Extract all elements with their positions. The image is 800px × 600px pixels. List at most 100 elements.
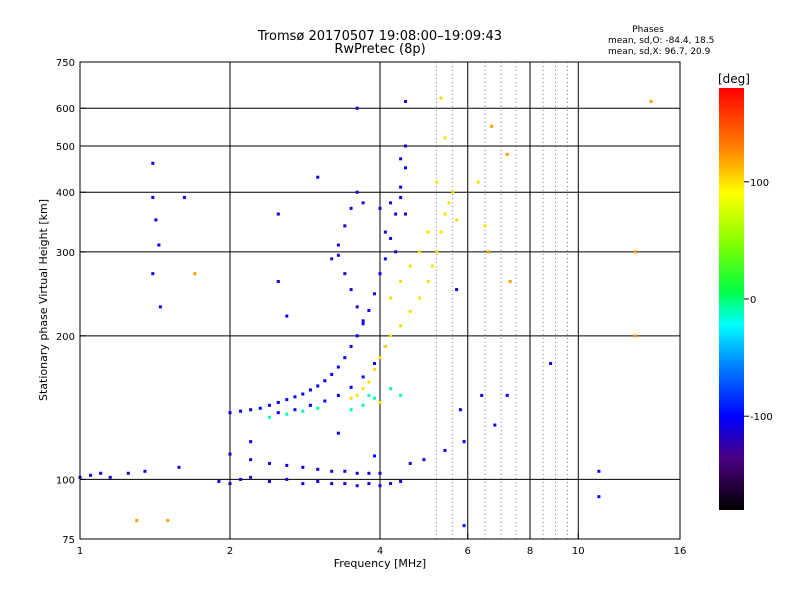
data-point [505, 152, 509, 156]
data-point [258, 406, 262, 410]
data-point [633, 334, 637, 338]
data-point [373, 454, 377, 458]
data-point [367, 308, 371, 312]
data-point [394, 250, 398, 254]
data-point [367, 393, 371, 397]
data-point [399, 185, 403, 189]
data-point [389, 334, 393, 338]
data-point [443, 136, 447, 140]
data-point [228, 452, 232, 456]
data-point [308, 403, 312, 407]
data-point [649, 99, 653, 103]
data-point [361, 375, 365, 379]
data-point [301, 392, 305, 396]
colorbar-tick-label: 0 [750, 295, 756, 306]
data-point [389, 296, 393, 300]
data-point [99, 471, 103, 475]
y-tick-label: 750 [56, 58, 75, 69]
data-point [355, 393, 359, 397]
data-point [361, 319, 365, 323]
data-point [378, 400, 382, 404]
data-point [389, 387, 393, 391]
data-point [476, 180, 480, 184]
data-point [361, 387, 365, 391]
data-point [480, 393, 484, 397]
data-point [399, 324, 403, 328]
data-point [336, 431, 340, 435]
data-point [373, 396, 377, 400]
y-axis-label: Stationary phase Virtual Height [km] [37, 199, 50, 401]
data-point [490, 124, 494, 128]
x-tick-label: 2 [227, 546, 233, 557]
data-point [483, 224, 487, 228]
data-point [108, 475, 112, 479]
colorbar-label: [deg] [718, 72, 750, 86]
data-point [451, 190, 455, 194]
chart-title: Tromsø 20170507 19:08:00–19:09:43 [257, 29, 502, 44]
data-point [249, 475, 253, 479]
data-point [443, 448, 447, 452]
data-point [228, 482, 232, 486]
y-tick-label: 75 [62, 535, 75, 546]
data-point [193, 272, 197, 276]
data-point [508, 279, 512, 283]
data-point [249, 458, 253, 462]
data-point [373, 361, 377, 365]
y-axis: 75 100 200 300 400 500 600 750 [56, 58, 86, 546]
x-tick-label: 4 [377, 546, 383, 557]
x-tick-label: 10 [572, 546, 585, 557]
colorbar-tick-label: -100 [750, 412, 773, 423]
data-point [343, 356, 347, 360]
data-point [285, 314, 289, 318]
data-point [293, 408, 297, 412]
data-point [285, 463, 289, 467]
data-point [151, 272, 155, 276]
data-point [447, 201, 451, 205]
data-point [343, 482, 347, 486]
data-point [378, 484, 382, 488]
data-point [316, 384, 320, 388]
data-point [285, 477, 289, 481]
data-point [367, 482, 371, 486]
data-point [355, 190, 359, 194]
colorbar-ticks: -100 0 100 [744, 178, 773, 423]
data-point [158, 305, 162, 309]
data-point [343, 272, 347, 276]
x-tick-label: 16 [674, 546, 687, 557]
data-point [408, 264, 412, 268]
data-point [323, 399, 327, 403]
data-point [458, 408, 462, 412]
data-point [249, 408, 253, 412]
data-point [455, 218, 459, 222]
data-point [355, 106, 359, 110]
data-point [597, 469, 601, 473]
data-point [182, 195, 186, 199]
data-point [343, 224, 347, 228]
colorbar-tick-label: 100 [750, 178, 769, 189]
data-point [301, 482, 305, 486]
data-point [330, 469, 334, 473]
data-point [177, 465, 181, 469]
x-axis-label: Frequency [MHz] [334, 557, 426, 570]
data-point [417, 250, 421, 254]
x-tick-label: 1 [77, 546, 83, 557]
data-point [389, 482, 393, 486]
data-point [330, 372, 334, 376]
data-point [126, 471, 130, 475]
data-point [217, 479, 221, 483]
data-point [166, 519, 170, 523]
stats-x: mean, sd,X: 96.7, 20.9 [608, 47, 711, 57]
plot-grid [80, 62, 680, 539]
data-point [431, 264, 435, 268]
data-point [89, 473, 93, 477]
data-point [151, 161, 155, 165]
data-point [378, 356, 382, 360]
data-point [378, 272, 382, 276]
data-point [349, 344, 353, 348]
data-point [361, 403, 365, 407]
data-point [403, 99, 407, 103]
data-point [403, 144, 407, 148]
data-point [439, 96, 443, 100]
chart-subtitle: RwPretec (8p) [334, 42, 425, 57]
data-point [285, 412, 289, 416]
